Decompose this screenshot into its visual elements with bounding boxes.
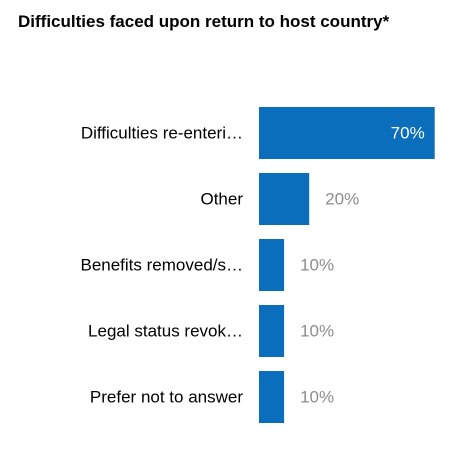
value-label-1: 20%	[325, 190, 359, 209]
category-label-3: Legal status revok…	[88, 322, 243, 341]
value-label-0: 70%	[391, 124, 425, 143]
bar-1	[259, 173, 310, 225]
bar-3	[259, 305, 285, 357]
bar-4	[259, 371, 285, 423]
category-label-4: Prefer not to answer	[90, 388, 243, 407]
category-label-2: Benefits removed/s…	[80, 256, 243, 275]
bar-2	[259, 239, 285, 291]
category-label-1: Other	[200, 190, 243, 209]
value-label-4: 10%	[300, 388, 334, 407]
bar-0	[259, 107, 435, 159]
value-label-2: 10%	[300, 256, 334, 275]
chart-title: Difficulties faced upon return to host c…	[18, 12, 390, 31]
value-label-3: 10%	[300, 322, 334, 341]
category-label-0: Difficulties re-enteri…	[81, 124, 243, 143]
